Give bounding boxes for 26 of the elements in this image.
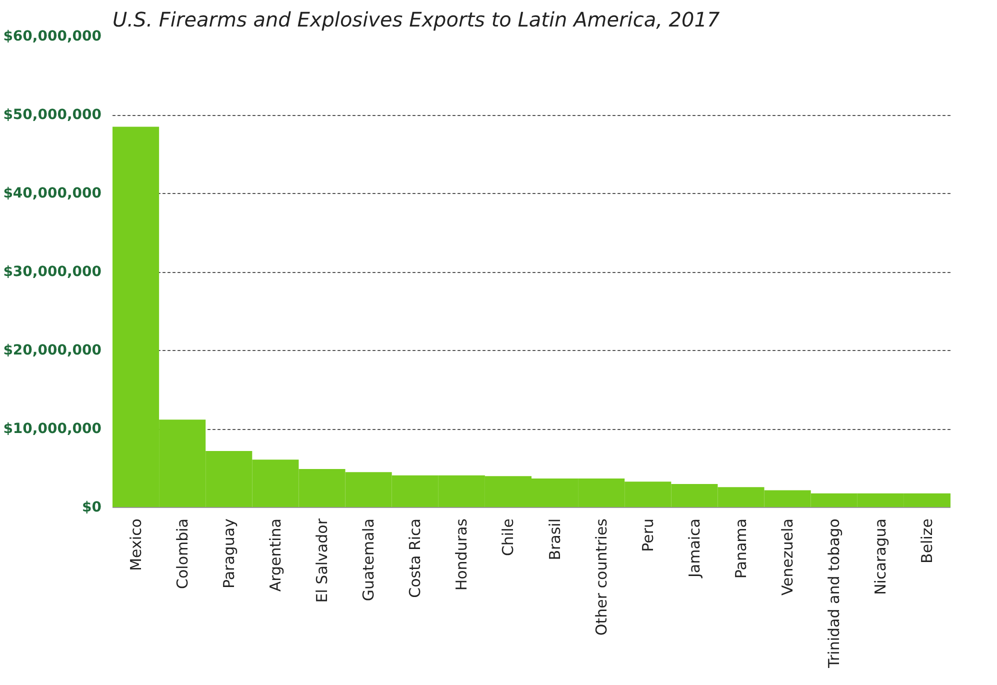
y-tick-label: $0 (82, 500, 102, 516)
y-tick-label: $30,000,000 (3, 264, 102, 280)
x-tick-label: Other countries (592, 518, 610, 636)
x-tick-label: El Salvador (313, 518, 331, 603)
y-tick-label: $20,000,000 (3, 342, 102, 358)
x-tick-label: Brasil (546, 518, 564, 560)
y-tick-label: $40,000,000 (3, 186, 102, 202)
x-tick-label: Argentina (266, 518, 284, 592)
x-tick-label: Costa Rica (406, 518, 424, 598)
x-tick-label: Honduras (452, 518, 471, 591)
y-tick-label: $50,000,000 (3, 107, 102, 123)
x-tick-label: Venezuela (778, 518, 797, 596)
x-tick-label: Belize (918, 518, 936, 564)
x-tick-label: Peru (638, 518, 657, 552)
x-tick-label: Mexico (126, 518, 145, 571)
y-tick-label: $10,000,000 (3, 421, 102, 437)
x-tick-label: Jamaica (685, 518, 704, 579)
x-tick-label: Chile (499, 518, 518, 556)
x-tick-label: Panama (732, 518, 750, 579)
x-tick-label: Colombia (173, 518, 192, 589)
x-tick-label: Trinidad and tobago (825, 518, 844, 669)
chart-title: U.S. Firearms and Explosives Exports to Latin America, 2017 (112, 8, 720, 32)
x-tick-label: Nicaragua (872, 518, 890, 595)
x-tick-label: Guatemala (360, 518, 378, 602)
y-tick-label: $60,000,000 (3, 28, 102, 44)
x-tick-label: Paraguay (220, 518, 238, 589)
